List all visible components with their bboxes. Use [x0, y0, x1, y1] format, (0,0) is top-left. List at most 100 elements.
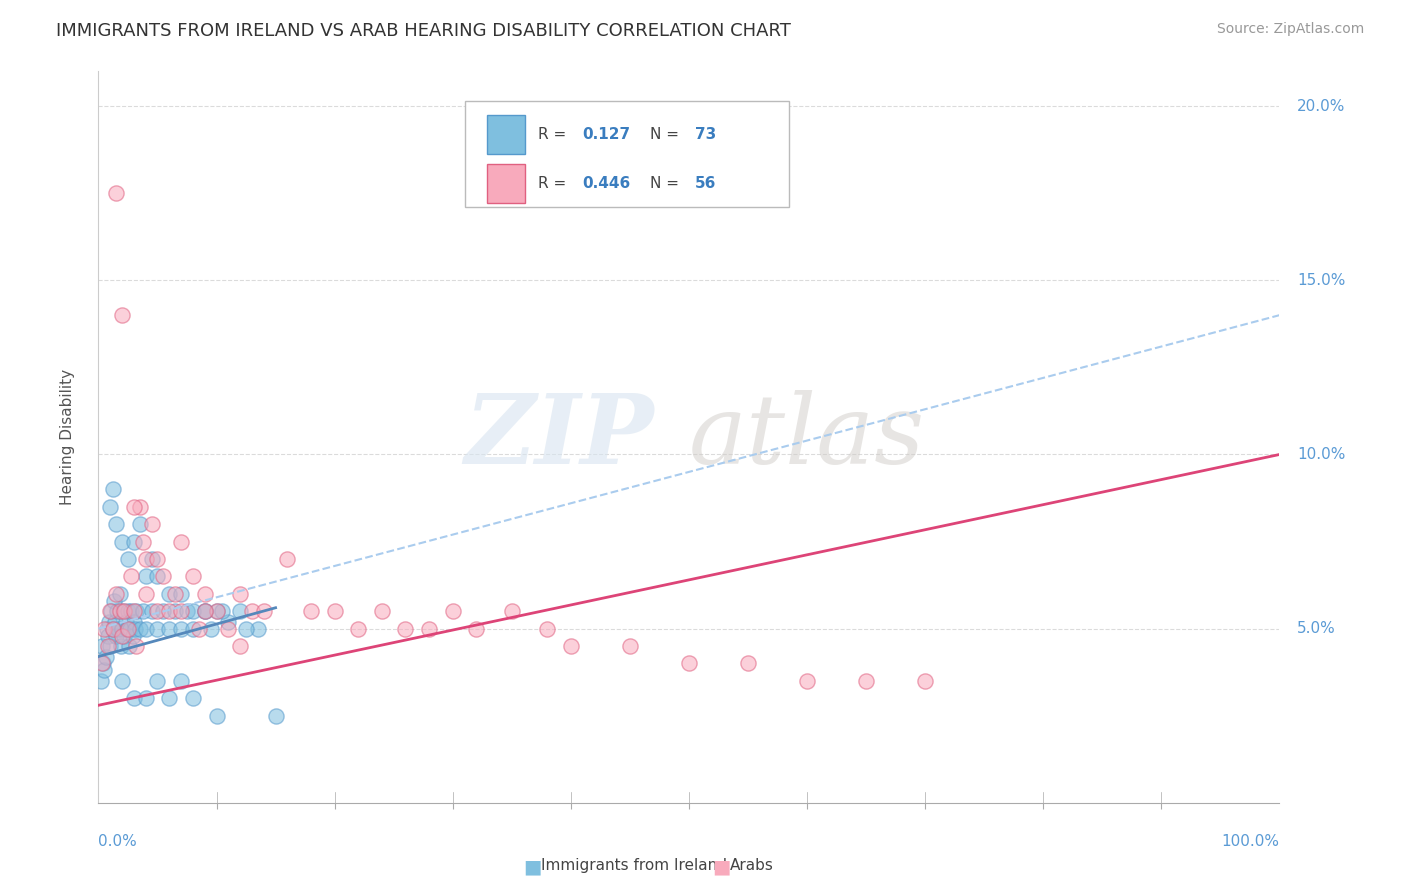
Point	[253, 604, 276, 618]
Point	[117, 622, 139, 636]
Text: ZIP: ZIP	[464, 390, 654, 484]
Point	[93, 664, 115, 678]
Point	[187, 622, 209, 636]
Point	[205, 708, 228, 723]
Point	[91, 657, 114, 671]
Point	[165, 604, 187, 618]
Point	[112, 604, 135, 618]
Point	[117, 552, 139, 566]
Point	[217, 615, 239, 629]
Point	[97, 629, 120, 643]
Point	[146, 673, 169, 688]
Point	[796, 673, 818, 688]
Point	[101, 622, 124, 636]
Point	[914, 673, 936, 688]
Point	[146, 604, 169, 618]
Point	[101, 622, 124, 636]
Point	[121, 629, 143, 643]
Point	[128, 517, 150, 532]
Point	[118, 639, 141, 653]
Point	[122, 615, 145, 629]
Point	[128, 500, 150, 514]
Point	[122, 604, 145, 618]
Point	[194, 604, 217, 618]
Point	[93, 622, 115, 636]
Point	[100, 604, 122, 618]
Point	[96, 622, 118, 636]
Point	[115, 622, 138, 636]
Point	[146, 622, 169, 636]
Point	[205, 604, 228, 618]
Point	[157, 604, 180, 618]
Point	[194, 604, 217, 618]
Point	[101, 483, 124, 497]
Point	[465, 622, 488, 636]
Point	[299, 604, 322, 618]
Point	[200, 622, 222, 636]
Point	[128, 622, 150, 636]
Point	[132, 534, 155, 549]
Point	[108, 587, 131, 601]
Point	[181, 691, 204, 706]
Point	[125, 604, 148, 618]
Point	[105, 517, 128, 532]
Point	[394, 622, 416, 636]
Point	[135, 691, 157, 706]
Point	[347, 622, 370, 636]
Point	[855, 673, 877, 688]
Text: atlas: atlas	[689, 390, 925, 484]
Point	[98, 500, 121, 514]
Point	[94, 649, 117, 664]
Point	[229, 639, 252, 653]
Point	[122, 500, 145, 514]
Point	[111, 308, 134, 322]
Point	[181, 569, 204, 583]
Text: Source: ZipAtlas.com: Source: ZipAtlas.com	[1216, 22, 1364, 37]
Point	[246, 622, 269, 636]
Point	[103, 594, 125, 608]
Point	[122, 534, 145, 549]
Point	[107, 622, 129, 636]
Point	[619, 639, 641, 653]
Point	[560, 639, 582, 653]
Point	[98, 604, 121, 618]
Text: 10.0%: 10.0%	[1298, 447, 1346, 462]
Point	[217, 622, 239, 636]
Text: 100.0%: 100.0%	[1222, 834, 1279, 849]
Point	[146, 569, 169, 583]
Point	[276, 552, 298, 566]
Text: Arabs: Arabs	[730, 858, 775, 872]
Point	[205, 604, 228, 618]
Point	[117, 604, 139, 618]
Point	[112, 629, 135, 643]
Point	[111, 629, 134, 643]
Point	[170, 604, 193, 618]
Text: 56: 56	[695, 176, 716, 191]
Point	[176, 604, 198, 618]
Point	[678, 657, 700, 671]
Point	[104, 615, 127, 629]
Point	[111, 534, 134, 549]
Point	[146, 552, 169, 566]
Text: IMMIGRANTS FROM IRELAND VS ARAB HEARING DISABILITY CORRELATION CHART: IMMIGRANTS FROM IRELAND VS ARAB HEARING …	[56, 22, 792, 40]
Point	[122, 691, 145, 706]
Point	[441, 604, 464, 618]
Point	[125, 639, 148, 653]
Text: 0.127: 0.127	[582, 127, 631, 142]
Point	[141, 552, 163, 566]
Point	[135, 587, 157, 601]
Point	[170, 622, 193, 636]
Point	[110, 639, 132, 653]
Point	[120, 622, 142, 636]
Point	[211, 604, 233, 618]
Text: 15.0%: 15.0%	[1298, 273, 1346, 288]
Point	[170, 587, 193, 601]
Point	[124, 622, 146, 636]
Point	[157, 691, 180, 706]
Point	[240, 604, 263, 618]
Text: R =: R =	[537, 127, 571, 142]
Text: N =: N =	[650, 127, 683, 142]
Point	[181, 622, 204, 636]
Point	[737, 657, 759, 671]
Point	[170, 673, 193, 688]
